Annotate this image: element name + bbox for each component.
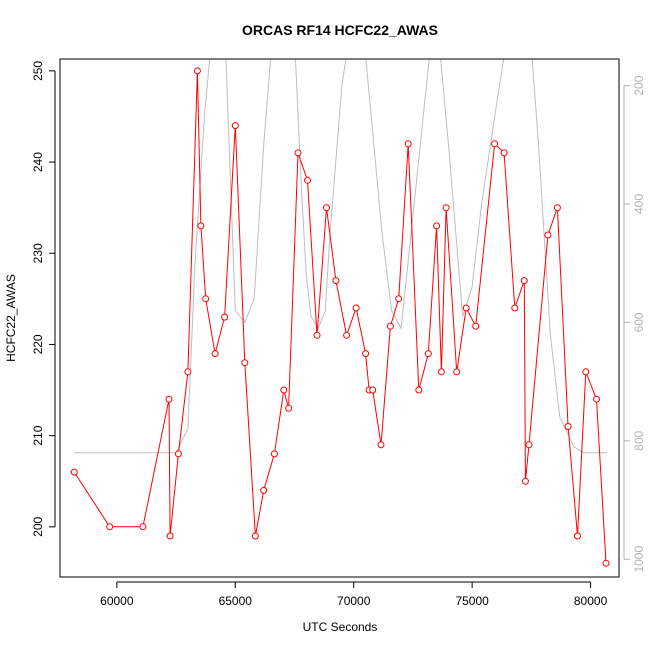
y2-tick-label: 200 xyxy=(632,75,646,95)
data-point xyxy=(304,176,311,184)
y-tick-label: 210 xyxy=(31,425,45,445)
data-point xyxy=(369,386,377,394)
data-point xyxy=(424,350,432,358)
data-point xyxy=(313,331,321,339)
data-point xyxy=(260,486,268,494)
data-point xyxy=(437,368,445,376)
x-tick-label: 65000 xyxy=(219,594,253,608)
axes-layer: 60000 65000 70000 75000 80000 200 210 220 230 240… xyxy=(31,61,646,608)
data-point xyxy=(193,67,201,75)
data-point xyxy=(285,404,293,412)
data-point xyxy=(106,523,114,531)
data-point xyxy=(323,204,330,212)
data-point xyxy=(442,204,450,212)
data-point xyxy=(270,450,278,458)
data-point xyxy=(221,313,229,321)
y2-tick-label: 400 xyxy=(632,194,646,214)
y2-tick-label: 600 xyxy=(632,312,646,332)
y-tick-label: 230 xyxy=(31,243,45,263)
y-tick-label: 240 xyxy=(31,152,45,172)
data-point xyxy=(433,222,441,230)
data-point xyxy=(294,149,302,157)
data-point xyxy=(352,304,360,312)
data-point xyxy=(500,149,508,157)
data-point xyxy=(70,468,78,476)
data-point xyxy=(582,368,590,376)
data-point xyxy=(197,222,205,230)
x-tick-label: 75000 xyxy=(455,594,489,608)
data-point xyxy=(472,322,480,330)
data-point xyxy=(280,386,288,394)
plot-frame xyxy=(59,58,620,578)
primary-series-line xyxy=(73,70,607,564)
chart-title: ORCAS RF14 HCFC22_AWAS xyxy=(242,22,438,38)
data-point xyxy=(139,523,147,531)
data-point xyxy=(525,441,533,449)
data-point xyxy=(593,395,600,403)
data-point xyxy=(520,277,528,285)
data-point xyxy=(184,368,192,376)
y-tick-label: 200 xyxy=(31,516,45,536)
data-point xyxy=(343,331,351,339)
data-point xyxy=(574,532,581,540)
data-point xyxy=(202,295,210,303)
data-point xyxy=(521,477,529,485)
data-point xyxy=(544,231,552,239)
data-point xyxy=(241,359,249,367)
y-tick-label: 220 xyxy=(31,334,45,354)
data-point xyxy=(404,140,412,148)
data-point xyxy=(166,532,174,540)
x-tick-label: 60000 xyxy=(100,594,134,608)
y-tick-label: 250 xyxy=(31,61,45,81)
data-point xyxy=(491,140,499,148)
secondary-series-layer xyxy=(74,59,608,454)
data-point xyxy=(564,423,572,430)
data-point xyxy=(553,204,561,212)
y-axis-label: HCFC22_AWAS xyxy=(4,274,18,362)
data-point xyxy=(332,277,340,285)
x-tick-label: 70000 xyxy=(337,594,371,608)
data-point xyxy=(165,395,173,403)
data-point xyxy=(462,304,470,312)
y2-tick-label: 1000 xyxy=(632,546,646,573)
data-point xyxy=(395,295,403,303)
data-point xyxy=(377,441,385,449)
data-point xyxy=(511,304,519,312)
data-point xyxy=(362,350,370,358)
y2-tick-label: 800 xyxy=(632,430,646,450)
data-point xyxy=(231,122,239,130)
data-point xyxy=(602,559,610,567)
x-tick-label: 80000 xyxy=(574,594,608,608)
x-axis-label: UTC Seconds xyxy=(303,620,378,634)
data-point xyxy=(386,322,394,330)
data-point xyxy=(211,350,219,358)
data-point xyxy=(453,368,461,376)
data-point xyxy=(251,532,259,540)
primary-series-layer xyxy=(70,67,610,567)
secondary-series-line xyxy=(74,59,608,454)
data-point xyxy=(415,386,423,394)
data-point xyxy=(174,450,182,458)
